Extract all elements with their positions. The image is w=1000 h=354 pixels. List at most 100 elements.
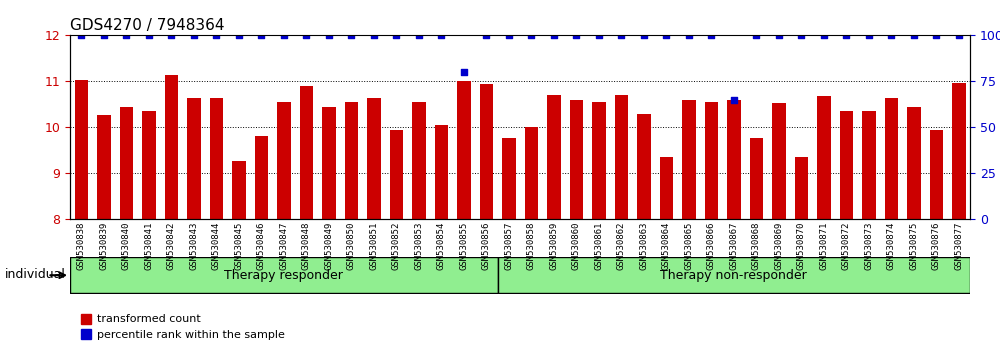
Text: GSM530870: GSM530870 <box>797 221 806 270</box>
Point <box>343 33 359 38</box>
Point <box>253 33 269 38</box>
Text: GSM530863: GSM530863 <box>639 221 648 270</box>
Text: GSM530860: GSM530860 <box>572 221 581 270</box>
Point <box>613 33 629 38</box>
Text: GSM530852: GSM530852 <box>392 221 401 270</box>
Bar <box>412 102 426 219</box>
Text: GSM530843: GSM530843 <box>189 221 198 270</box>
Text: GSM530844: GSM530844 <box>212 221 221 270</box>
Text: GSM530848: GSM530848 <box>302 221 311 270</box>
Text: GSM530864: GSM530864 <box>662 221 671 270</box>
Bar <box>704 102 718 219</box>
Bar <box>840 111 853 219</box>
Text: GSM530877: GSM530877 <box>954 221 963 270</box>
Bar <box>97 115 110 219</box>
Point <box>636 33 652 38</box>
Point <box>208 33 224 38</box>
Point <box>591 33 607 38</box>
Point <box>883 33 899 38</box>
Bar <box>524 126 538 219</box>
FancyBboxPatch shape <box>498 257 970 293</box>
Text: GSM530874: GSM530874 <box>887 221 896 270</box>
Text: GSM530872: GSM530872 <box>842 221 851 270</box>
Point <box>748 33 764 38</box>
Bar <box>254 136 268 219</box>
Point <box>388 33 404 38</box>
Bar <box>794 157 808 219</box>
Bar <box>547 95 560 219</box>
Point <box>433 33 449 38</box>
Bar <box>367 98 380 219</box>
Text: GSM530868: GSM530868 <box>752 221 761 270</box>
Point <box>771 33 787 38</box>
Point <box>523 33 539 38</box>
Text: GSM530867: GSM530867 <box>729 221 738 270</box>
Text: GSM530865: GSM530865 <box>684 221 693 270</box>
Text: GSM530862: GSM530862 <box>617 221 626 270</box>
Text: GSM530850: GSM530850 <box>347 221 356 270</box>
Bar <box>862 111 876 219</box>
Bar <box>727 100 740 219</box>
Bar <box>322 107 336 219</box>
Point <box>456 69 472 75</box>
Bar <box>277 102 290 219</box>
Bar <box>210 98 223 219</box>
Bar <box>750 138 763 219</box>
Point <box>96 33 112 38</box>
Bar <box>390 130 403 219</box>
Point <box>816 33 832 38</box>
Point <box>546 33 562 38</box>
Bar <box>930 130 943 219</box>
Text: GDS4270 / 7948364: GDS4270 / 7948364 <box>70 18 224 33</box>
Point <box>411 33 427 38</box>
Text: individual: individual <box>5 268 66 281</box>
Text: GSM530840: GSM530840 <box>122 221 131 270</box>
Point <box>501 33 517 38</box>
Text: GSM530859: GSM530859 <box>549 221 558 270</box>
Point <box>838 33 854 38</box>
Text: GSM530838: GSM530838 <box>77 221 86 270</box>
Text: GSM530876: GSM530876 <box>932 221 941 270</box>
Legend: transformed count, percentile rank within the sample: transformed count, percentile rank withi… <box>76 310 289 344</box>
Bar <box>682 100 696 219</box>
Text: GSM530846: GSM530846 <box>257 221 266 270</box>
Text: GSM530845: GSM530845 <box>234 221 243 270</box>
Bar <box>74 80 88 219</box>
Point <box>478 33 494 38</box>
Bar <box>885 97 898 219</box>
Point <box>861 33 877 38</box>
Bar <box>232 161 246 219</box>
Text: GSM530841: GSM530841 <box>144 221 153 270</box>
Text: GSM530855: GSM530855 <box>459 221 468 270</box>
Bar <box>614 95 628 219</box>
Bar <box>772 103 786 219</box>
Bar <box>637 114 650 219</box>
Point <box>73 33 89 38</box>
Text: GSM530861: GSM530861 <box>594 221 603 270</box>
Text: GSM530854: GSM530854 <box>437 221 446 270</box>
Bar <box>300 86 313 219</box>
Text: GSM530866: GSM530866 <box>707 221 716 270</box>
Point <box>793 33 809 38</box>
Point <box>703 33 719 38</box>
Point <box>726 97 742 103</box>
Point <box>276 33 292 38</box>
Point <box>906 33 922 38</box>
Point <box>163 33 179 38</box>
Text: Therapy responder: Therapy responder <box>224 269 343 282</box>
Text: GSM530871: GSM530871 <box>819 221 828 270</box>
Point <box>366 33 382 38</box>
FancyBboxPatch shape <box>70 257 498 293</box>
Bar <box>952 83 966 219</box>
Text: GSM530851: GSM530851 <box>369 221 378 270</box>
Bar <box>434 125 448 219</box>
Text: GSM530853: GSM530853 <box>414 221 423 270</box>
Bar <box>570 100 583 219</box>
Point <box>186 33 202 38</box>
Point <box>118 33 134 38</box>
Point <box>568 33 584 38</box>
Bar <box>480 84 493 219</box>
Bar <box>120 107 133 219</box>
Text: GSM530858: GSM530858 <box>527 221 536 270</box>
Point <box>658 33 674 38</box>
